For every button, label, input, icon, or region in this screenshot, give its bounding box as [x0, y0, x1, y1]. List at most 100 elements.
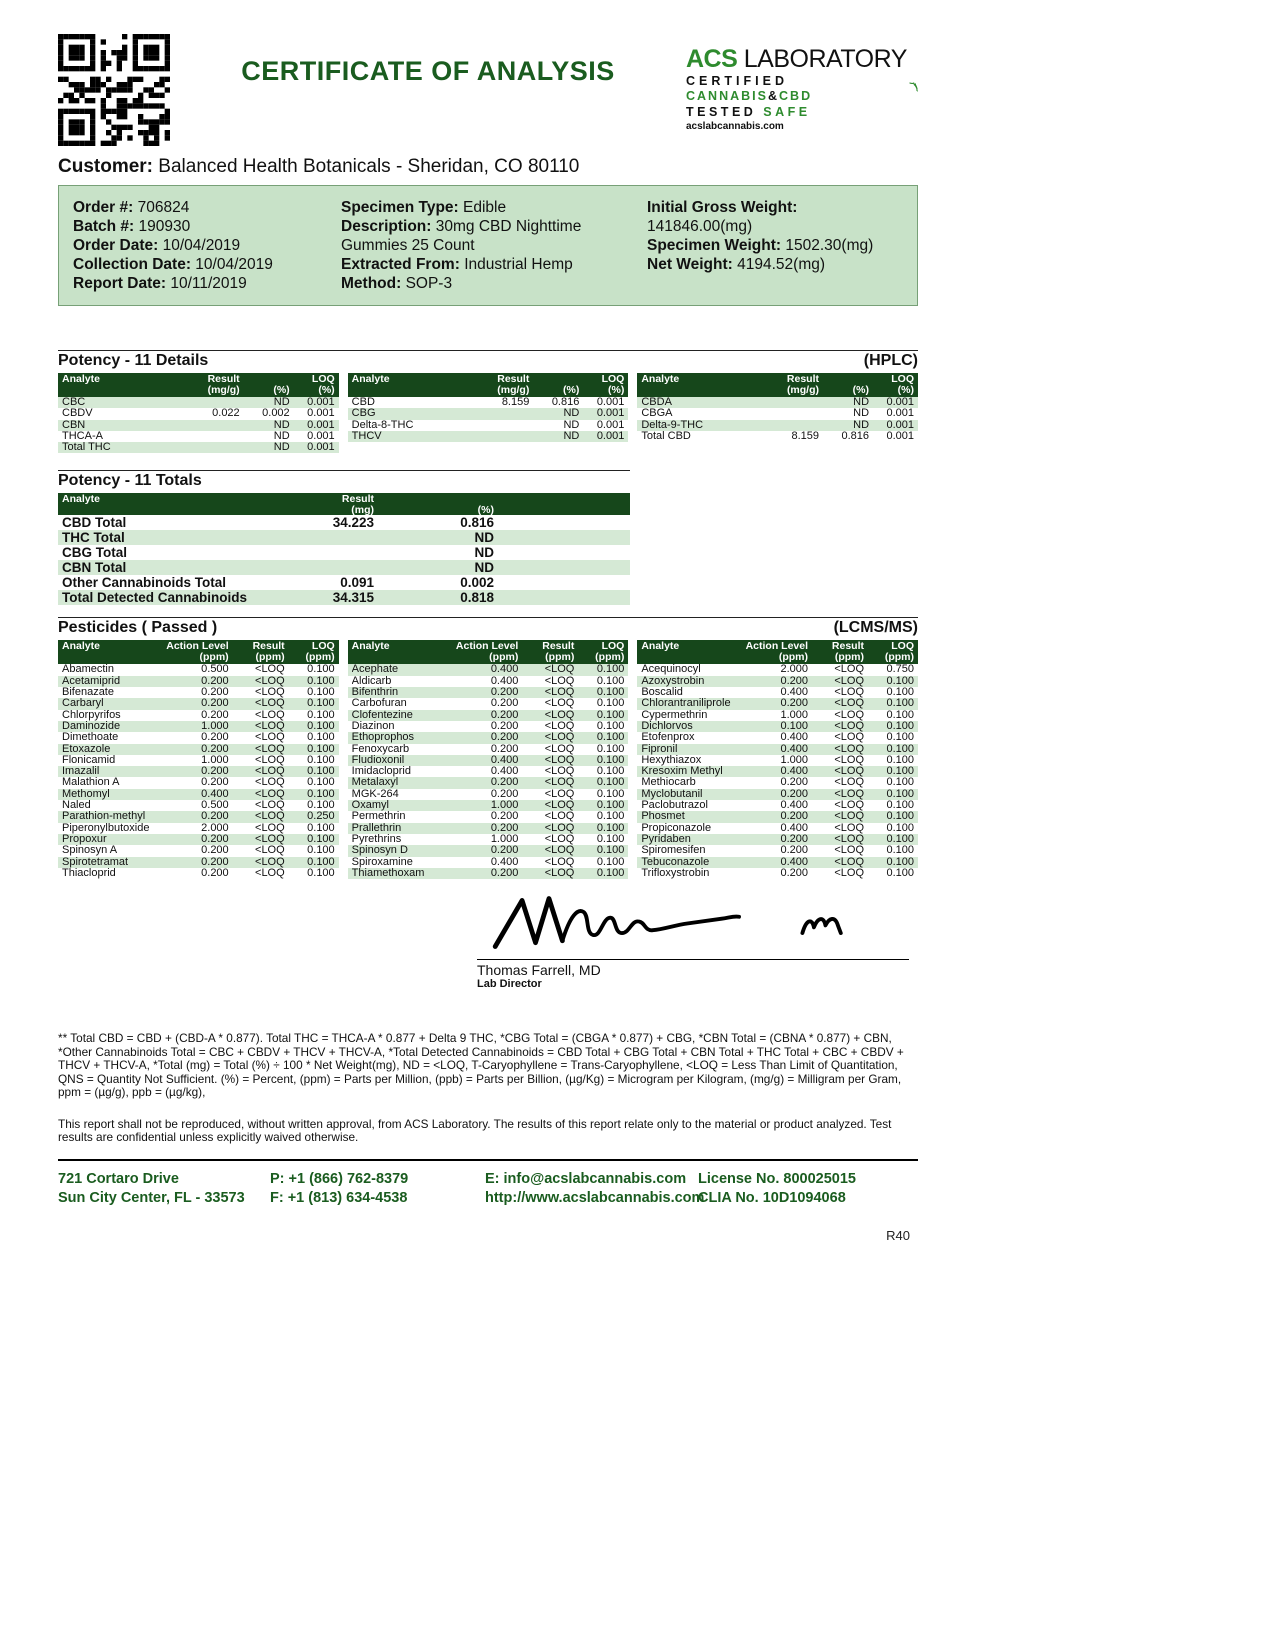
analyte-name: Thiamethoxam [351, 867, 425, 879]
analyte-value: 0.100 [886, 811, 915, 823]
analyte-value: 0.100 [886, 743, 915, 755]
analyte-name: Total THC [62, 442, 111, 454]
analyte-name: Fipronil [641, 743, 678, 755]
footer-phones: P: +1 (866) 762-8379 F: +1 (813) 634-453… [270, 1170, 485, 1208]
order-info-field: Net Weight: 4194.52(mg) [647, 255, 903, 274]
florida-state-icon [909, 82, 918, 92]
column-header-label: Result [497, 373, 530, 385]
analyte-name: Metalaxyl [351, 777, 399, 789]
column-header: Analyte [62, 641, 157, 663]
analyte-value: 0.100 [596, 687, 625, 699]
analyte-value: <LOQ [255, 709, 285, 721]
analyte-value: 0.001 [307, 419, 335, 431]
table-row: Spinosyn D 0.200 <LOQ 0.100 [347, 845, 629, 857]
footer-license: License No. 800025015 CLIA No. 10D109406… [698, 1170, 918, 1208]
table-row: Naled 0.500 <LOQ 0.100 [58, 800, 339, 811]
analyte-value: 0.100 [596, 664, 625, 676]
logo-certified: CERTIFIED [686, 74, 788, 89]
table-row: Propoxur 0.200 <LOQ 0.100 [58, 833, 339, 846]
analyte-value: 0.100 [886, 754, 915, 766]
analyte-value: <LOQ [255, 720, 285, 732]
analyte-name: Other Cannabinoids Total [62, 575, 227, 591]
analyte-value: 0.100 [886, 766, 915, 778]
analyte-value: 34.223 [332, 515, 374, 531]
analyte-value: <LOQ [834, 800, 865, 812]
analyte-value: 0.100 [596, 766, 625, 778]
analyte-value [494, 560, 626, 575]
analyte-value: 0.200 [201, 743, 229, 755]
analyte-value: 0.100 [596, 754, 625, 766]
analyte-name: CBC [62, 397, 86, 408]
table-row: Carbofuran 0.200 <LOQ 0.100 [348, 698, 629, 709]
table-row: Trifloxystrobin 0.200 <LOQ 0.100 [637, 868, 918, 879]
field-value: 1502.30(mg) [785, 237, 874, 254]
field-value: 190930 [138, 218, 191, 235]
analyte-name: Trifloxystrobin [641, 867, 710, 879]
analyte-value: 0.100 [596, 698, 625, 710]
analyte-value: 1.000 [490, 833, 519, 845]
analyte-value: <LOQ [834, 743, 865, 755]
column-header: LOQ (ppm) [574, 641, 624, 663]
analyte-value: 0.100 [886, 698, 915, 710]
table-header-row: Analyte Action Level (ppm) Result (ppm) LOQ (p… [637, 640, 919, 665]
column-header: LOQ (%) [290, 374, 335, 396]
pesticides-col: Analyte Action Level (ppm) Result (ppm) LOQ (p… [347, 640, 629, 880]
pesticides-table: Analyte Action Level (ppm) Result (ppm) LOQ (p… [58, 640, 919, 880]
analyte-value: 0.200 [490, 811, 519, 823]
analyte-value: <LOQ [834, 709, 865, 721]
analyte-value: <LOQ [544, 788, 575, 800]
analyte-name: Carbofuran [351, 698, 407, 710]
order-info-field: Specimen Weight: 1502.30(mg) [647, 236, 903, 255]
analyte-value: 0.001 [596, 408, 625, 420]
analyte-value: 0.200 [780, 867, 809, 879]
analyte-value: <LOQ [255, 754, 285, 766]
qr-code [58, 34, 170, 146]
analyte-value: ND [853, 397, 870, 408]
analyte-value: 1.000 [490, 800, 519, 812]
analyte-value: 0.200 [490, 822, 519, 834]
analyte-value: <LOQ [255, 698, 285, 710]
analyte-value: <LOQ [255, 833, 285, 845]
analyte-value: 0.100 [596, 720, 625, 732]
analyte-value: ND [563, 419, 580, 431]
field-label: Extracted From: [341, 256, 460, 273]
order-info-field: Extracted From: Industrial Hemp [341, 255, 647, 274]
table-row: Spiromesifen 0.200 <LOQ 0.100 [637, 845, 918, 856]
analyte-value: 0.100 [596, 675, 625, 687]
analyte-value: <LOQ [255, 811, 285, 823]
analyte-value: 0.100 [307, 675, 335, 687]
footer-address-line1: 721 Cortaro Drive [58, 1170, 179, 1187]
column-header-label: LOQ [891, 640, 915, 653]
table-row: Kresoxim Methyl 0.400 <LOQ 0.100 [637, 766, 919, 778]
page-reference: R40 [886, 1227, 910, 1243]
analyte-value: <LOQ [834, 732, 865, 744]
table-row: Etofenprox 0.400 <LOQ 0.100 [637, 732, 918, 743]
analyte-value: <LOQ [834, 754, 865, 766]
analyte-value: 0.200 [201, 856, 229, 868]
signature-block: Thomas Farrell, MD Lab Director [477, 887, 909, 990]
logo-tested-safe: TESTED SAFE [686, 105, 907, 119]
analyte-value: 0.200 [490, 788, 519, 800]
table-row: Acephate 0.400 <LOQ 0.100 [347, 664, 629, 676]
analyte-value: 0.100 [596, 811, 625, 823]
analyte-value: <LOQ [834, 687, 865, 699]
pesticides-col: Analyte Action Level (ppm) Result (ppm) LOQ (p… [58, 640, 339, 879]
analyte-value: 0.400 [780, 800, 809, 812]
analyte-value: 0.100 [886, 675, 915, 687]
field-label: Order Date: [73, 237, 159, 254]
column-header-unit: (ppm) [778, 651, 809, 664]
field-value: 706824 [137, 199, 190, 216]
footer-email: E: info@acslabcannabis.com [485, 1170, 687, 1187]
analyte-value: ND [853, 408, 870, 420]
table-row: Methiocarb 0.200 <LOQ 0.100 [637, 777, 918, 788]
analyte-value: ND [273, 397, 290, 408]
table-row: Fludioxonil 0.400 <LOQ 0.100 [347, 754, 629, 767]
column-header-label: Action Level [745, 640, 809, 653]
analyte-name: Chlorpyrifos [62, 709, 121, 721]
customer-value: Balanced Health Botanicals - Sheridan, C… [158, 156, 580, 177]
column-header-label: Result [831, 640, 865, 653]
field-value: 10/04/2019 [195, 256, 273, 273]
analyte-value: 0.100 [596, 732, 625, 744]
analyte-name: Malathion A [62, 777, 120, 789]
analyte-value: <LOQ [255, 664, 285, 676]
